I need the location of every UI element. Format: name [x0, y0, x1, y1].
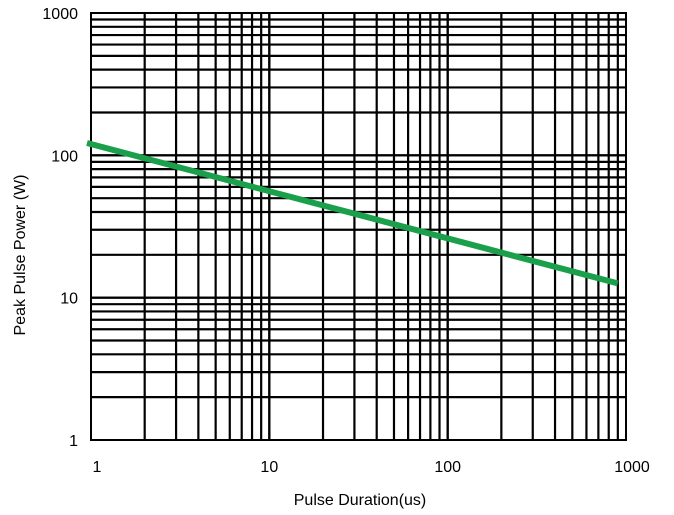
- y-tick-label: 10: [60, 291, 78, 308]
- series-layer: [86, 140, 619, 287]
- x-tick-label: 10: [260, 459, 278, 476]
- y-tick-labels: 1 10 100 1000: [42, 6, 78, 450]
- y-tick-label: 1: [69, 433, 78, 450]
- x-tick-label: 1000: [614, 459, 650, 476]
- x-tick-label: 100: [434, 459, 461, 476]
- y-tick-label: 100: [51, 148, 78, 165]
- plot-frame: [90, 12, 627, 441]
- grid: [91, 13, 626, 440]
- x-tick-label: 1: [93, 459, 102, 476]
- series-line-0: [86, 140, 619, 287]
- x-tick-labels: 1 10 100 1000: [93, 459, 650, 476]
- y-tick-label: 1000: [42, 6, 78, 23]
- y-axis-label: Peak Pulse Power (W): [12, 175, 29, 336]
- x-axis-label: Pulse Duration(us): [294, 492, 427, 509]
